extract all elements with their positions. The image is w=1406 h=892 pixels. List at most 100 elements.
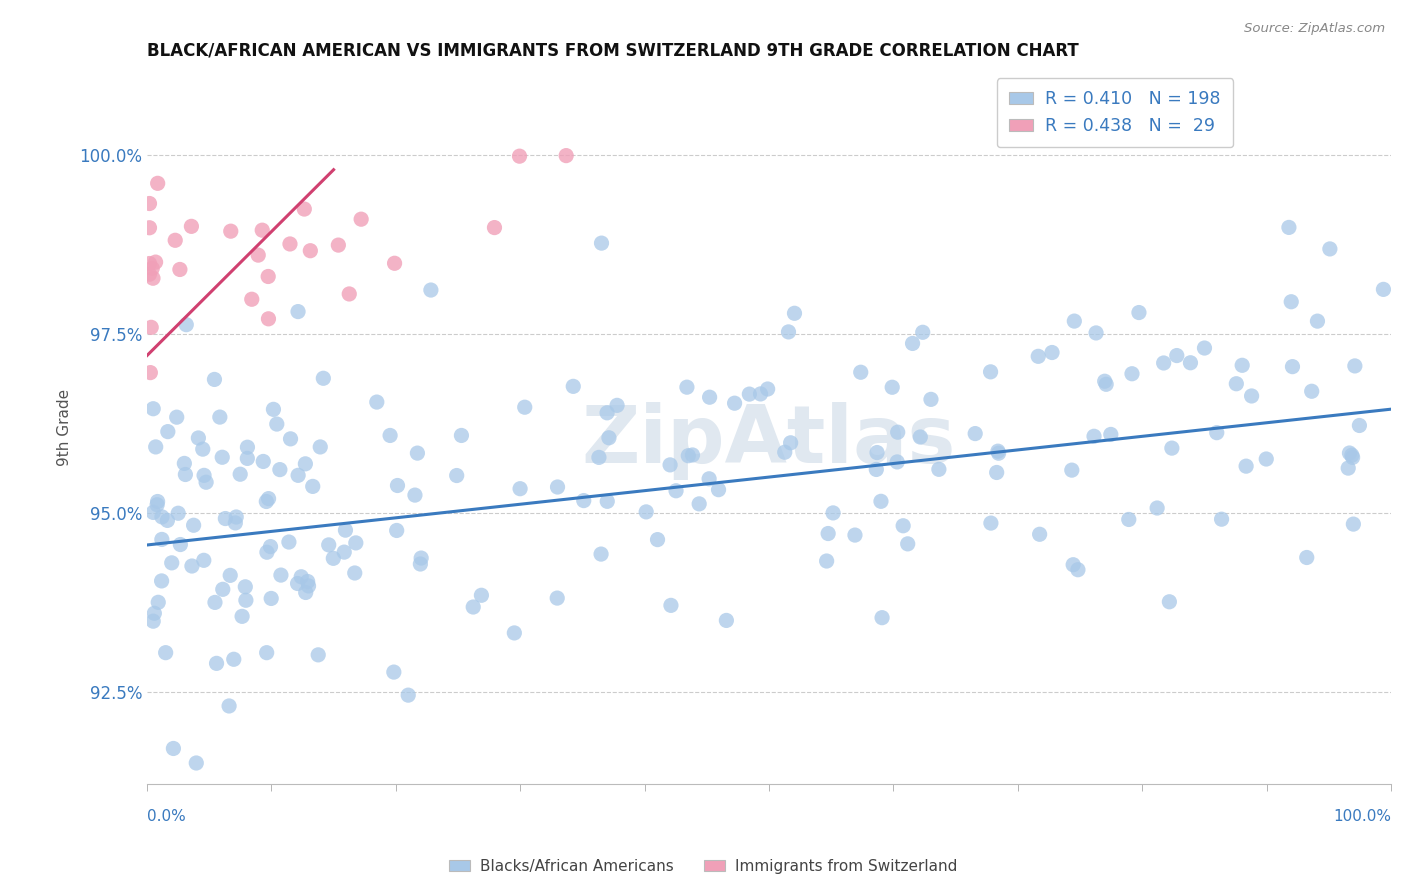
Point	[146, 498, 169, 512]
Point	[138, 196, 160, 211]
Point	[292, 202, 315, 216]
Point	[256, 646, 278, 660]
Point	[509, 482, 531, 496]
Point	[142, 271, 165, 285]
Point	[225, 510, 247, 524]
Point	[247, 248, 270, 262]
Point	[1099, 427, 1122, 442]
Point	[484, 220, 506, 235]
Point	[1094, 374, 1116, 388]
Point	[278, 237, 301, 252]
Point	[865, 462, 887, 476]
Point	[547, 480, 569, 494]
Point	[252, 454, 274, 468]
Point	[815, 554, 838, 568]
Point	[1319, 242, 1341, 256]
Point	[138, 220, 160, 235]
Point	[350, 212, 373, 227]
Point	[1159, 595, 1181, 609]
Point	[910, 430, 932, 444]
Text: ZipAtlas: ZipAtlas	[582, 402, 956, 480]
Point	[562, 379, 585, 393]
Point	[1095, 377, 1118, 392]
Point	[142, 401, 165, 416]
Point	[204, 372, 226, 386]
Point	[231, 609, 253, 624]
Point	[160, 556, 183, 570]
Point	[385, 524, 408, 538]
Point	[187, 431, 209, 445]
Point	[146, 177, 169, 191]
Point	[328, 238, 350, 252]
Point	[1306, 314, 1329, 328]
Point	[1256, 452, 1278, 467]
Point	[266, 417, 288, 431]
Point	[870, 610, 893, 624]
Point	[195, 475, 218, 490]
Point	[749, 387, 772, 401]
Point	[1301, 384, 1323, 399]
Point	[470, 588, 492, 602]
Point	[174, 318, 197, 332]
Point	[1062, 558, 1084, 572]
Point	[1281, 359, 1303, 374]
Point	[572, 493, 595, 508]
Point	[211, 582, 233, 597]
Point	[980, 365, 1002, 379]
Point	[606, 398, 628, 412]
Point	[965, 426, 987, 441]
Point	[849, 365, 872, 379]
Point	[219, 224, 242, 238]
Text: 0.0%: 0.0%	[148, 809, 186, 824]
Point	[384, 256, 406, 270]
Point	[508, 149, 530, 163]
Point	[208, 410, 231, 425]
Point	[280, 432, 302, 446]
Point	[1344, 359, 1367, 373]
Point	[312, 371, 335, 385]
Point	[779, 435, 801, 450]
Point	[870, 494, 893, 508]
Point	[162, 741, 184, 756]
Point	[236, 451, 259, 466]
Point	[240, 292, 263, 306]
Point	[260, 591, 283, 606]
Point	[882, 380, 904, 394]
Point	[156, 513, 179, 527]
Point	[290, 570, 312, 584]
Point	[1230, 359, 1253, 373]
Point	[1121, 367, 1143, 381]
Point	[1194, 341, 1216, 355]
Point	[146, 494, 169, 508]
Point	[716, 614, 738, 628]
Point	[257, 491, 280, 506]
Point	[450, 428, 472, 442]
Point	[256, 545, 278, 559]
Point	[1083, 429, 1105, 443]
Point	[1118, 512, 1140, 526]
Point	[204, 595, 226, 609]
Point	[920, 392, 942, 407]
Point	[1279, 294, 1302, 309]
Point	[783, 306, 806, 320]
Point	[222, 652, 245, 666]
Point	[186, 756, 208, 770]
Point	[387, 478, 409, 492]
Point	[636, 505, 658, 519]
Point	[404, 488, 426, 502]
Point	[277, 535, 299, 549]
Point	[150, 574, 173, 588]
Point	[1225, 376, 1247, 391]
Point	[180, 219, 202, 234]
Point	[778, 325, 800, 339]
Point	[156, 425, 179, 439]
Point	[150, 509, 173, 524]
Point	[1160, 441, 1182, 455]
Point	[1205, 425, 1227, 440]
Point	[219, 568, 242, 582]
Point	[866, 445, 889, 459]
Point	[596, 494, 619, 508]
Point	[659, 458, 682, 472]
Point	[299, 244, 322, 258]
Point	[183, 518, 205, 533]
